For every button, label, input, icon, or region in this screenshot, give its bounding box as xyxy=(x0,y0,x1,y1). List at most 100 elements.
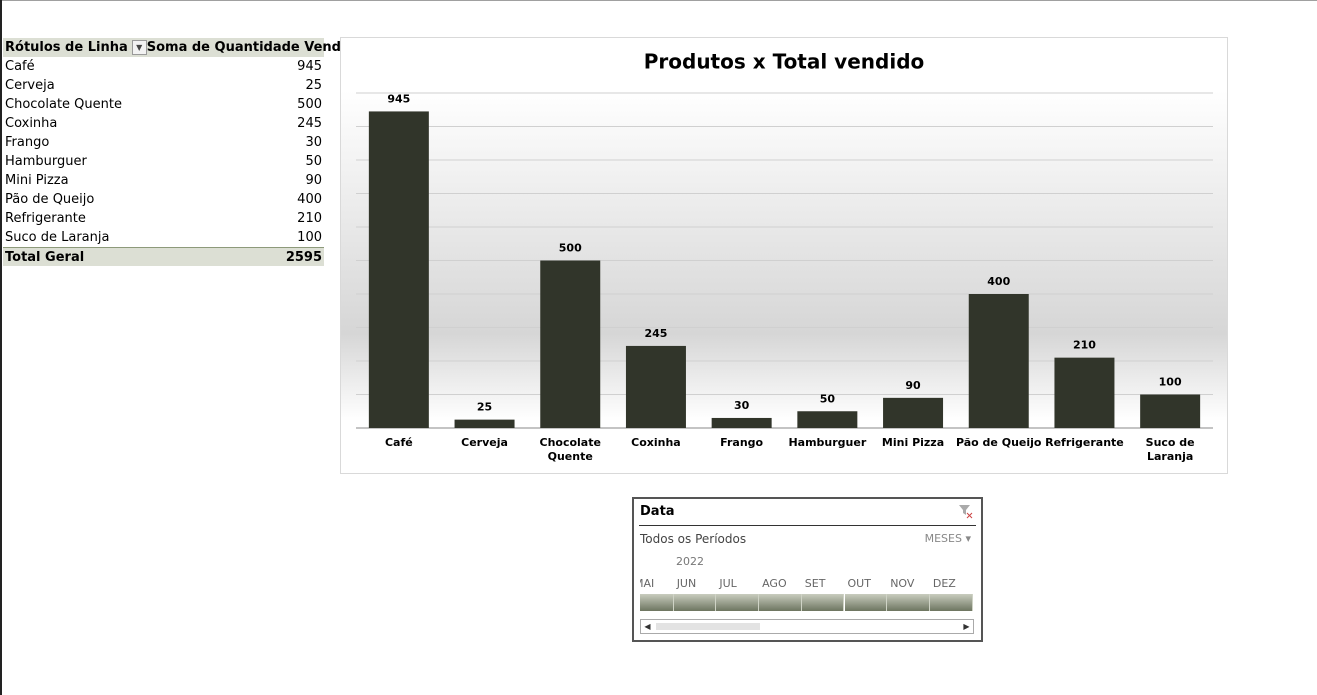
data-label: 500 xyxy=(559,242,582,255)
pivot-row: Cerveja 25 xyxy=(3,76,324,95)
pivot-row: Hamburguer 50 xyxy=(3,152,324,171)
slicer-title: Data xyxy=(640,504,675,519)
clear-filter-icon[interactable] xyxy=(957,503,973,519)
row-label: Chocolate Quente xyxy=(5,97,122,112)
pivot-row: Mini Pizza 90 xyxy=(3,171,324,190)
data-label: 945 xyxy=(387,92,410,105)
bar xyxy=(797,411,858,428)
pivot-table: Rótulos de Linha ▼ Soma de Quantidade Ven… xyxy=(3,38,364,266)
scroll-left[interactable]: ◀ xyxy=(644,622,651,631)
x-tick-label: Refrigerante xyxy=(1045,436,1124,449)
month-cell[interactable] xyxy=(716,594,760,611)
month-cell[interactable] xyxy=(887,594,930,611)
x-tick-label: Cerveja xyxy=(461,436,508,449)
x-tick-label: Café xyxy=(384,436,413,449)
scroll-track xyxy=(656,623,760,630)
month-label: MAI xyxy=(640,577,655,590)
month-strip: MAI JUN JUL AGO SET OUT NOV DEZ xyxy=(640,575,974,615)
x-tick-label: Pão de Queijo xyxy=(955,436,1042,449)
month-cell[interactable] xyxy=(673,594,717,611)
x-tick-label: Coxinha xyxy=(631,436,681,449)
row-label: Cerveja xyxy=(5,78,55,93)
month-cell[interactable] xyxy=(844,594,888,611)
pivot-row: Pão de Queijo 400 xyxy=(3,190,324,209)
bar xyxy=(1054,357,1115,428)
row-value: 30 xyxy=(305,135,322,150)
row-label: Suco de Laranja xyxy=(5,230,110,245)
pivot-total: Total Geral 2595 xyxy=(3,247,324,266)
data-label: 90 xyxy=(905,379,921,392)
month-label: JUL xyxy=(719,577,737,590)
chart[interactable]: Produtos x Total vendido 945 25 500 245 30 50… xyxy=(340,37,1228,474)
month-label: NOV xyxy=(890,577,915,590)
bar xyxy=(1140,394,1201,428)
row-value: 945 xyxy=(297,59,322,74)
level-dropdown[interactable]: MESES ▾ xyxy=(924,532,971,545)
row-value: 500 xyxy=(297,97,322,112)
chart-title: Produtos x Total vendido xyxy=(644,50,925,74)
month-cell[interactable] xyxy=(640,594,674,611)
row-label: Refrigerante xyxy=(5,211,86,226)
bar xyxy=(368,111,429,429)
filter-button[interactable]: ▼ xyxy=(131,40,147,55)
month-label: OUT xyxy=(847,577,871,590)
row-value: 400 xyxy=(297,192,322,207)
row-label: Mini Pizza xyxy=(5,173,69,188)
row-label: Café xyxy=(5,59,35,74)
pivot-row: Coxinha 245 xyxy=(3,114,324,133)
row-value: 100 xyxy=(297,230,322,245)
pivot-row: Frango 30 xyxy=(3,133,324,152)
header-cell: Soma de Quantidade Vendida xyxy=(146,40,364,55)
x-tick-label: Chocolate Quente xyxy=(539,436,601,463)
bar xyxy=(711,417,772,428)
scroll-right[interactable]: ▶ xyxy=(963,622,970,631)
x-tick-label: Suco de Laranja xyxy=(1145,436,1195,463)
level-label: MESES xyxy=(924,532,962,545)
pivot-body: Café 945 Cerveja 25 Chocolate Quente 500 Coxin… xyxy=(3,57,324,247)
month-label: AGO xyxy=(762,577,787,590)
x-tick-label: Frango xyxy=(720,436,764,449)
year-label: 2022 xyxy=(676,555,704,568)
month-cell[interactable] xyxy=(759,594,802,611)
row-label: Frango xyxy=(5,135,50,150)
row-value: 50 xyxy=(305,154,322,169)
pivot-row: Chocolate Quente 500 xyxy=(3,95,324,114)
data-label: 400 xyxy=(987,275,1010,288)
data-label: 210 xyxy=(1073,339,1096,352)
row-label: Hamburguer xyxy=(5,154,87,169)
slicer-divider xyxy=(639,525,976,526)
month-label: JUN xyxy=(676,577,697,590)
total-label: Total Geral xyxy=(5,250,85,265)
month-label: SET xyxy=(804,577,826,590)
bar xyxy=(540,260,601,428)
bar xyxy=(625,345,686,428)
row-label: Pão de Queijo xyxy=(5,192,95,207)
bar xyxy=(968,294,1029,428)
row-value: 210 xyxy=(297,211,322,226)
data-label: 245 xyxy=(644,327,667,340)
bar xyxy=(883,397,944,428)
x-tick-label: Hamburguer xyxy=(788,436,867,449)
data-label: 100 xyxy=(1159,376,1182,389)
pivot-row: Suco de Laranja 100 xyxy=(3,228,324,247)
period-label: Todos os Períodos xyxy=(640,532,747,546)
row-value: 25 xyxy=(305,78,322,93)
month-cell[interactable] xyxy=(929,594,973,611)
row-value: 245 xyxy=(297,116,322,131)
timeline-slicer[interactable]: Data Todos os Períodos MESES ▾ 2022 MAI J… xyxy=(632,497,983,642)
row-header-edge xyxy=(0,0,2,695)
row-label: Coxinha xyxy=(5,116,58,131)
pivot-row: Café 945 xyxy=(3,57,324,76)
pivot-header: Rótulos de Linha ▼ Soma de Quantidade Ven… xyxy=(3,38,364,57)
total-value: 2595 xyxy=(285,250,322,265)
month-cell[interactable] xyxy=(801,594,845,611)
data-label: 25 xyxy=(477,401,492,414)
row-value: 90 xyxy=(305,173,322,188)
bar xyxy=(454,419,515,428)
header-cell: Rótulos de Linha xyxy=(5,40,128,55)
scrollbar[interactable]: ◀ ▶ xyxy=(640,619,974,634)
pivot-row: Refrigerante 210 xyxy=(3,209,324,228)
month-label: DEZ xyxy=(932,577,956,590)
x-tick-label: Mini Pizza xyxy=(881,436,945,449)
